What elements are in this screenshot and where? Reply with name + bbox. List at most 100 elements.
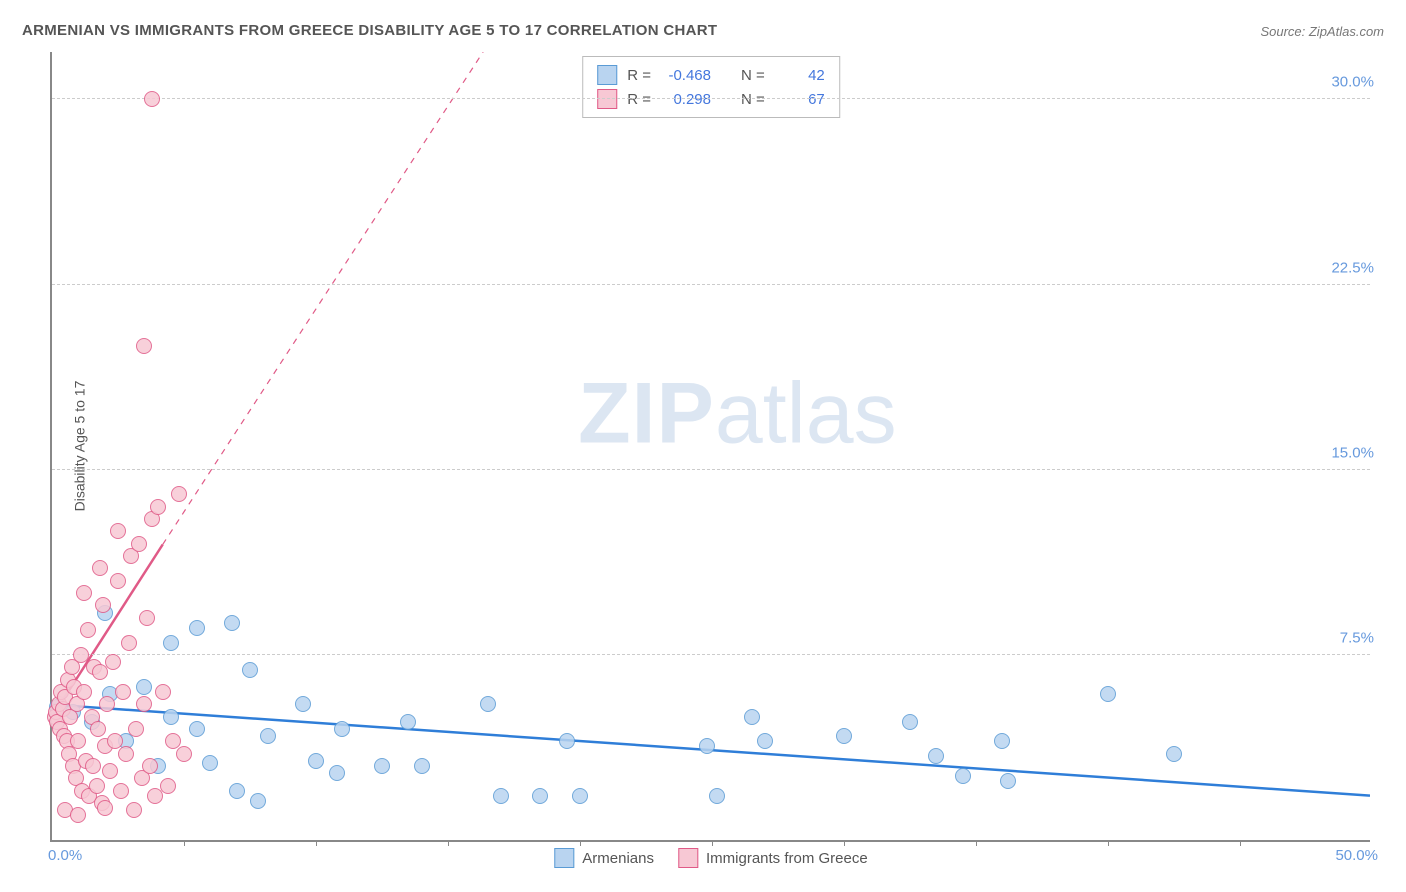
data-point: [229, 783, 245, 799]
legend: Armenians Immigrants from Greece: [554, 848, 867, 868]
data-point: [99, 696, 115, 712]
data-point: [334, 721, 350, 737]
data-point: [90, 721, 106, 737]
data-point: [176, 746, 192, 762]
data-point: [994, 733, 1010, 749]
data-point: [572, 788, 588, 804]
x-tick-mark: [580, 840, 581, 846]
data-point: [142, 758, 158, 774]
data-point: [757, 733, 773, 749]
x-tick-mark: [976, 840, 977, 846]
data-point: [902, 714, 918, 730]
data-point: [1100, 686, 1116, 702]
chart-title: ARMENIAN VS IMMIGRANTS FROM GREECE DISAB…: [22, 22, 717, 39]
data-point: [400, 714, 416, 730]
legend-swatch: [554, 848, 574, 868]
data-point: [85, 758, 101, 774]
data-point: [139, 610, 155, 626]
data-point: [105, 654, 121, 670]
data-point: [224, 615, 240, 631]
data-point: [70, 733, 86, 749]
data-point: [136, 679, 152, 695]
x-tick-origin: 0.0%: [48, 847, 82, 864]
data-point: [1000, 773, 1016, 789]
data-point: [295, 696, 311, 712]
y-tick-label: 30.0%: [1327, 74, 1378, 91]
data-point: [70, 807, 86, 823]
data-point: [308, 753, 324, 769]
data-point: [76, 585, 92, 601]
data-point: [189, 721, 205, 737]
r-label: R =: [627, 67, 651, 84]
data-point: [1166, 746, 1182, 762]
n-value: 42: [775, 67, 825, 84]
data-point: [136, 338, 152, 354]
data-point: [836, 728, 852, 744]
x-tick-mark: [1108, 840, 1109, 846]
data-point: [113, 783, 129, 799]
data-point: [73, 647, 89, 663]
data-point: [110, 523, 126, 539]
data-point: [928, 748, 944, 764]
data-point: [121, 635, 137, 651]
x-tick-mark: [1240, 840, 1241, 846]
data-point: [155, 684, 171, 700]
data-point: [171, 486, 187, 502]
data-point: [76, 684, 92, 700]
stats-box: R =-0.468N =42R =0.298N =67: [582, 56, 840, 118]
data-point: [97, 800, 113, 816]
data-point: [250, 793, 266, 809]
data-point: [80, 622, 96, 638]
x-tick-max: 50.0%: [1335, 847, 1378, 864]
data-point: [532, 788, 548, 804]
data-point: [699, 738, 715, 754]
data-point: [163, 709, 179, 725]
stats-row: R = -0.468 N = 42: [597, 63, 825, 87]
data-point: [126, 802, 142, 818]
gridline-h: [52, 654, 1370, 655]
gridline-h: [52, 469, 1370, 470]
data-point: [260, 728, 276, 744]
x-tick-mark: [712, 840, 713, 846]
data-point: [744, 709, 760, 725]
data-point: [92, 560, 108, 576]
data-point: [163, 635, 179, 651]
data-point: [110, 573, 126, 589]
data-point: [131, 536, 147, 552]
gridline-h: [52, 284, 1370, 285]
y-tick-label: 22.5%: [1327, 259, 1378, 276]
legend-item: Armenians: [554, 848, 654, 868]
y-tick-label: 7.5%: [1336, 629, 1378, 646]
data-point: [144, 91, 160, 107]
data-point: [128, 721, 144, 737]
legend-item: Immigrants from Greece: [678, 848, 868, 868]
data-point: [202, 755, 218, 771]
series-swatch: [597, 65, 617, 85]
data-point: [374, 758, 390, 774]
n-label: N =: [741, 67, 765, 84]
x-tick-mark: [184, 840, 185, 846]
x-tick-mark: [844, 840, 845, 846]
watermark: ZIPatlas: [578, 365, 896, 464]
data-point: [102, 763, 118, 779]
data-point: [189, 620, 205, 636]
data-point: [115, 684, 131, 700]
source-attribution: Source: ZipAtlas.com: [1260, 24, 1384, 39]
data-point: [118, 746, 134, 762]
gridline-h: [52, 98, 1370, 99]
data-point: [136, 696, 152, 712]
data-point: [414, 758, 430, 774]
data-point: [89, 778, 105, 794]
data-point: [480, 696, 496, 712]
trendlines: [52, 52, 1370, 840]
plot-area: ZIPatlas R =-0.468N =42R =0.298N =67 0.0…: [50, 52, 1370, 842]
r-value: -0.468: [661, 67, 711, 84]
legend-swatch: [678, 848, 698, 868]
x-tick-mark: [448, 840, 449, 846]
y-tick-label: 15.0%: [1327, 444, 1378, 461]
data-point: [160, 778, 176, 794]
data-point: [150, 499, 166, 515]
data-point: [493, 788, 509, 804]
data-point: [955, 768, 971, 784]
data-point: [329, 765, 345, 781]
